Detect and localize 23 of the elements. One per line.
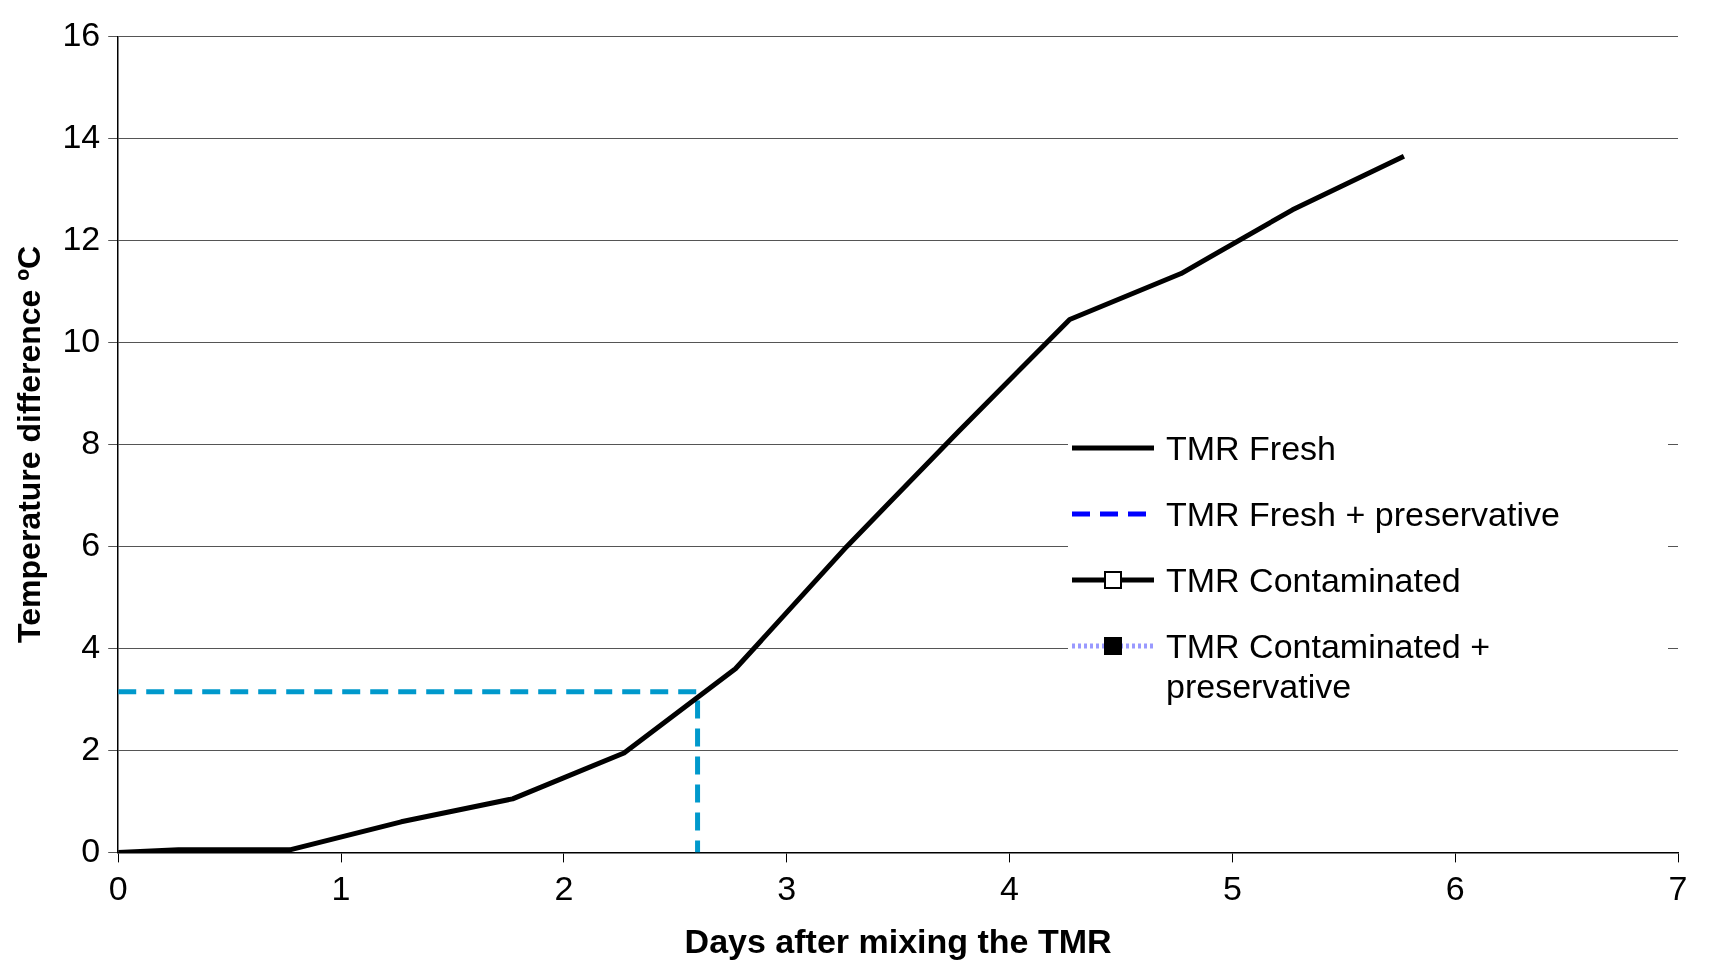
legend-label: TMR Fresh + preservative: [1166, 494, 1560, 534]
legend-label: TMR Fresh: [1166, 428, 1336, 468]
x-axis-title: Days after mixing the TMR: [684, 921, 1112, 960]
y-tick-label: 4: [81, 626, 101, 665]
y-tick-label: 6: [81, 524, 101, 563]
x-tick-label: 3: [777, 869, 797, 908]
x-tick-label: 0: [108, 869, 128, 908]
x-tick-label: 5: [1222, 869, 1242, 908]
y-tick-label: 16: [62, 14, 101, 53]
y-tick-label: 0: [81, 830, 101, 869]
x-tick-label: 4: [1000, 869, 1019, 908]
y-tick-label: 10: [62, 320, 101, 359]
x-tick-label: 7: [1668, 869, 1688, 908]
legend-label: TMR Contaminated: [1166, 560, 1461, 600]
y-tick-label: 14: [62, 116, 101, 155]
x-tick-label: 2: [554, 869, 574, 908]
x-tick-label: 1: [331, 869, 351, 908]
legend-label: TMR Contaminated + preservative: [1166, 626, 1492, 706]
x-tick-label: 6: [1445, 869, 1465, 908]
y-tick-label: 12: [62, 218, 101, 257]
y-tick-label: 2: [81, 728, 101, 767]
y-tick-label: 8: [81, 422, 101, 461]
y-axis-title: Temperature difference ºC: [11, 245, 48, 643]
